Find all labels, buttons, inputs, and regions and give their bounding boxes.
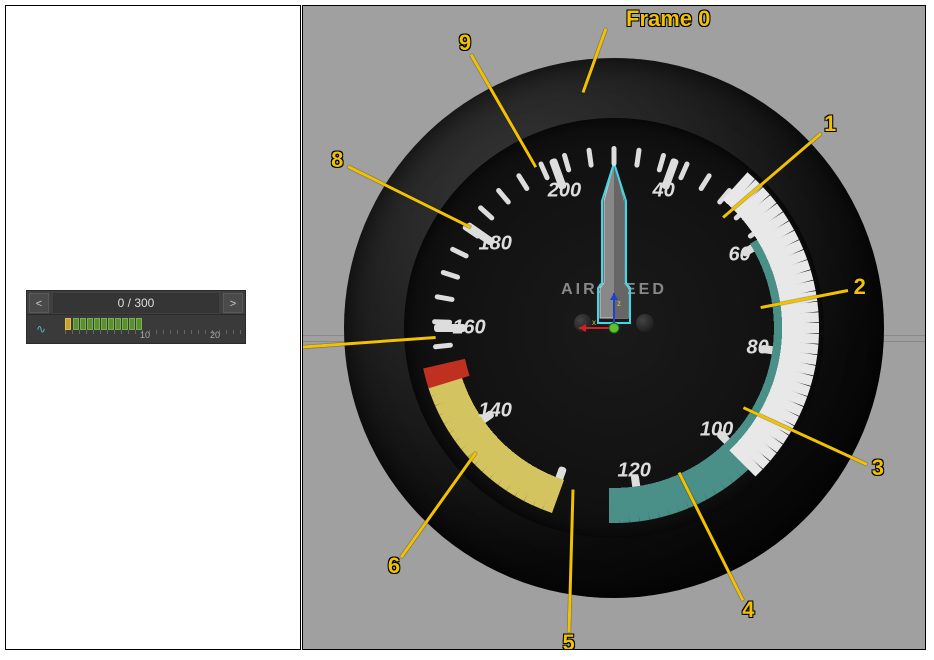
keyframe-marker[interactable] — [73, 318, 79, 330]
keyframe-marker[interactable] — [94, 318, 100, 330]
playhead[interactable] — [65, 318, 71, 330]
gauge-number: 100 — [700, 419, 733, 442]
gauge-number: 160 — [452, 316, 485, 339]
keyframe-marker[interactable] — [80, 318, 86, 330]
left-panel: < 0 / 300 > ∿ 10 20 — [5, 5, 301, 650]
callout-label: 2 — [854, 274, 866, 300]
ruler-label: 10 — [140, 330, 150, 340]
keyframe-marker[interactable] — [136, 318, 142, 330]
gauge-number: 120 — [617, 460, 650, 483]
next-frame-button[interactable]: > — [223, 293, 243, 313]
keyframe-marker[interactable] — [129, 318, 135, 330]
keyframe-marker[interactable] — [108, 318, 114, 330]
timeline-ruler[interactable]: 10 20 — [55, 316, 245, 342]
callout-label: 4 — [742, 597, 754, 623]
viewport[interactable]: AIRSPEED x — [302, 5, 926, 650]
callout-label: Frame 0 — [626, 6, 710, 32]
callout-label: 9 — [459, 30, 471, 56]
keyframe-marker[interactable] — [122, 318, 128, 330]
callout-label: 5 — [563, 630, 575, 650]
gauge-number: 200 — [548, 180, 581, 203]
app-container: < 0 / 300 > ∿ 1020 AIRSPEED — [0, 0, 934, 660]
prev-frame-button[interactable]: < — [29, 293, 49, 313]
gauge-number: 180 — [479, 233, 512, 256]
timeline-panel: < 0 / 300 > ∿ 10 20 — [26, 290, 246, 344]
timeline-controls: < 0 / 300 > — [27, 291, 245, 315]
curve-icon: ∿ — [31, 319, 51, 339]
keyframe-marker[interactable] — [115, 318, 121, 330]
gauge-number: 80 — [746, 336, 768, 359]
ruler-label: 20 — [210, 330, 220, 340]
gauge-number: 60 — [728, 244, 750, 267]
callout-label: 6 — [388, 553, 400, 579]
gauge-number: 140 — [479, 399, 512, 422]
callout-label: 1 — [824, 111, 836, 137]
callout-label: 3 — [872, 455, 884, 481]
keyframe-marker[interactable] — [101, 318, 107, 330]
frame-counter[interactable]: 0 / 300 — [53, 293, 219, 313]
airspeed-gauge: AIRSPEED x — [344, 58, 884, 598]
callout-label: 8 — [331, 147, 343, 173]
gauge-tick — [612, 146, 617, 166]
gauge-arc-segment — [609, 328, 619, 523]
keyframe-marker[interactable] — [87, 318, 93, 330]
timeline-ruler-row: ∿ 10 20 — [27, 315, 245, 343]
gauge-number: 40 — [652, 180, 674, 203]
